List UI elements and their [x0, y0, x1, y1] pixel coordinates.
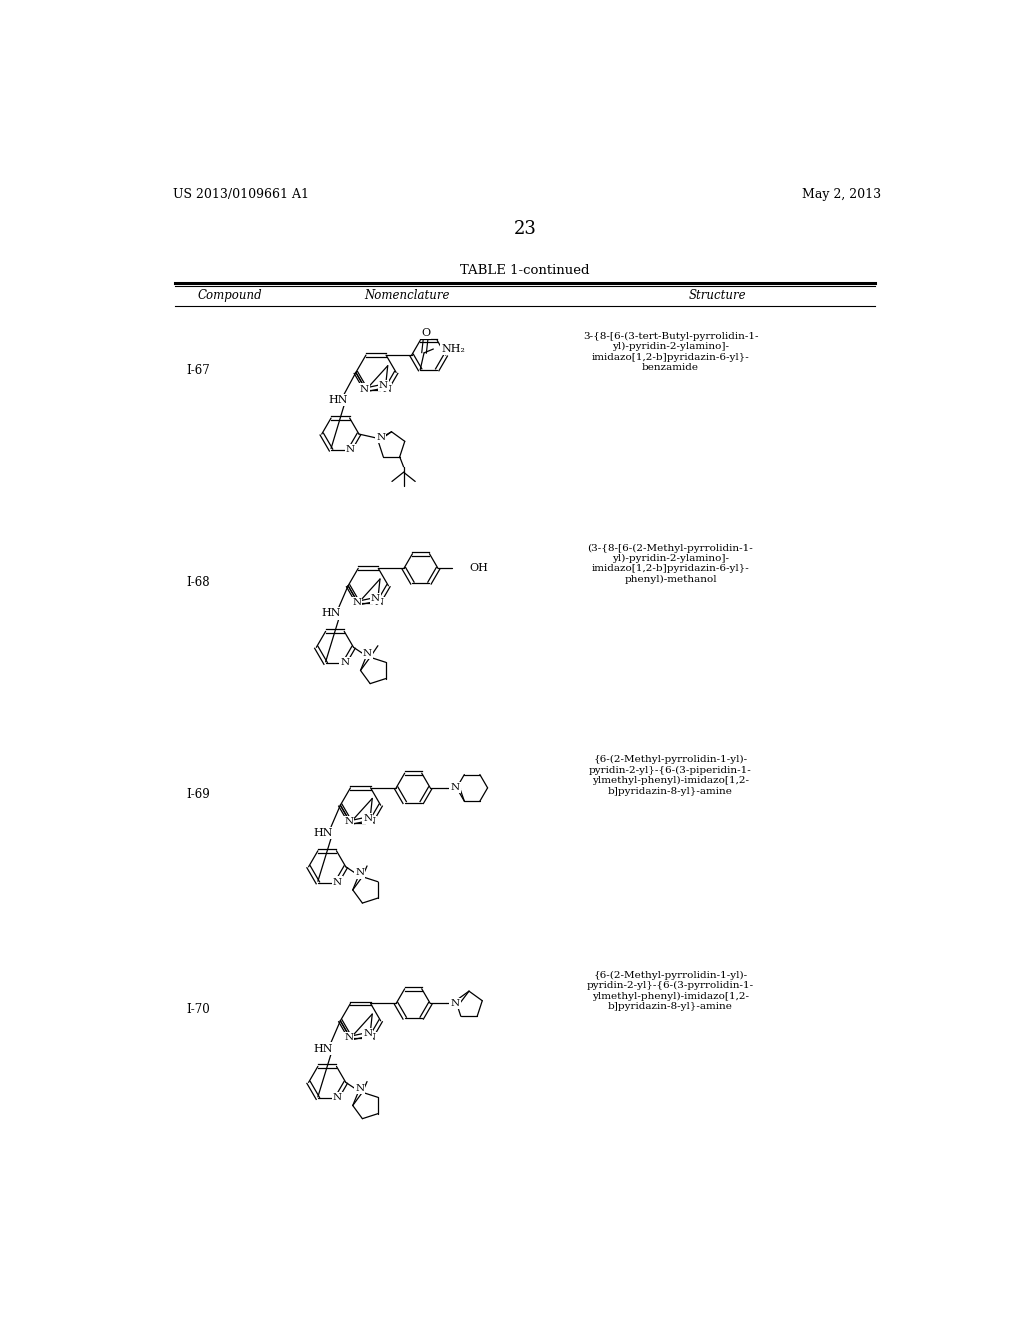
Text: I-69: I-69	[186, 788, 210, 800]
Text: N: N	[344, 817, 353, 826]
Text: {6-(2-Methyl-pyrrolidin-1-yl)-
pyridin-2-yl}-{6-(3-piperidin-1-
ylmethyl-phenyl): {6-(2-Methyl-pyrrolidin-1-yl)- pyridin-2…	[589, 755, 752, 796]
Text: OH: OH	[469, 564, 487, 573]
Text: Structure: Structure	[688, 289, 745, 301]
Text: N: N	[451, 783, 460, 792]
Text: I-67: I-67	[186, 364, 210, 378]
Text: N: N	[346, 445, 355, 454]
Text: Compound: Compound	[198, 289, 262, 301]
Text: N: N	[344, 1032, 353, 1041]
Text: N: N	[333, 878, 342, 887]
Text: 3-{8-[6-(3-tert-Butyl-pyrrolidin-1-
yl)-pyridin-2-ylamino]-
imidazo[1,2-b]pyrida: 3-{8-[6-(3-tert-Butyl-pyrrolidin-1- yl)-…	[583, 331, 758, 372]
Text: N: N	[355, 1084, 365, 1093]
Text: N: N	[364, 814, 373, 822]
Text: N: N	[376, 433, 385, 442]
Text: N: N	[352, 598, 361, 607]
Text: N: N	[379, 381, 388, 391]
Text: N: N	[375, 598, 384, 607]
Text: N: N	[340, 659, 349, 667]
Text: O: O	[421, 327, 430, 338]
Text: Nomenclature: Nomenclature	[365, 289, 450, 301]
Text: US 2013/0109661 A1: US 2013/0109661 A1	[173, 189, 309, 202]
Text: NH₂: NH₂	[441, 345, 465, 354]
Text: HN: HN	[322, 609, 341, 619]
Text: N: N	[362, 649, 372, 657]
Text: N: N	[333, 1093, 342, 1102]
Text: May 2, 2013: May 2, 2013	[802, 189, 882, 202]
Text: N: N	[382, 384, 391, 393]
Text: N: N	[451, 999, 460, 1008]
Text: HN: HN	[313, 1044, 333, 1053]
Text: HN: HN	[329, 395, 348, 405]
Text: (3-{8-[6-(2-Methyl-pyrrolidin-1-
yl)-pyridin-2-ylamino]-
imidazo[1,2-b]pyridazin: (3-{8-[6-(2-Methyl-pyrrolidin-1- yl)-pyr…	[588, 544, 754, 583]
Text: I-68: I-68	[186, 576, 210, 589]
Text: N: N	[367, 817, 376, 826]
Text: N: N	[364, 1030, 373, 1039]
Text: N: N	[355, 869, 365, 878]
Text: HN: HN	[313, 828, 333, 838]
Text: N: N	[367, 1032, 376, 1041]
Text: {6-(2-Methyl-pyrrolidin-1-yl)-
pyridin-2-yl}-{6-(3-pyrrolidin-1-
ylmethyl-phenyl: {6-(2-Methyl-pyrrolidin-1-yl)- pyridin-2…	[587, 970, 754, 1011]
Text: N: N	[359, 384, 369, 393]
Text: TABLE 1-continued: TABLE 1-continued	[460, 264, 590, 277]
Text: 23: 23	[513, 220, 537, 238]
Text: N: N	[371, 594, 380, 603]
Text: I-70: I-70	[186, 1003, 210, 1016]
